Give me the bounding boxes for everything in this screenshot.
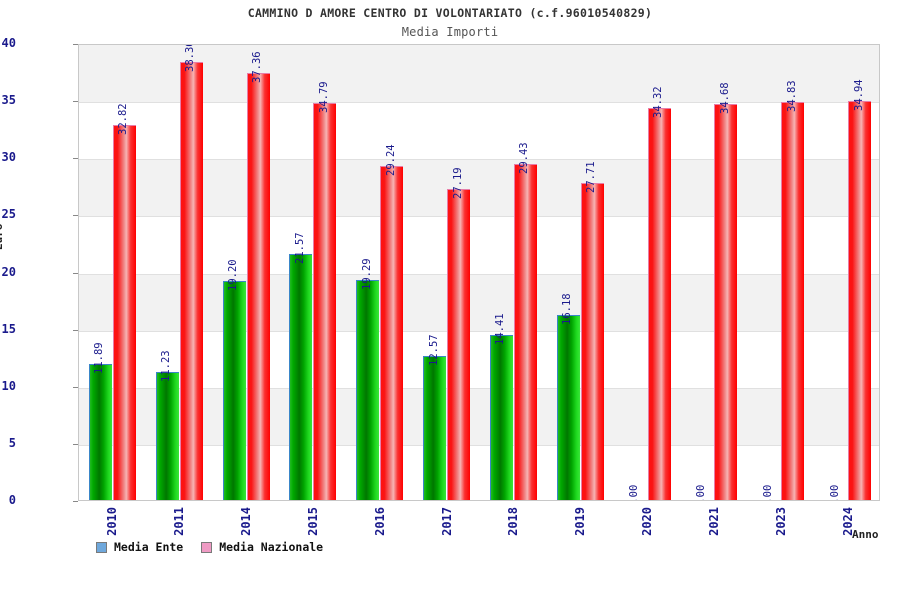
bar-media-nazionale-2019[interactable] [580,183,604,500]
legend-swatch-icon [201,541,213,553]
value-label: 37.36 [251,51,264,84]
value-label: 16.18 [561,293,574,326]
x-tick-label-2020: 2020 [640,507,655,536]
value-label: 27.19 [451,167,464,200]
x-tick-label-2016: 2016 [372,507,387,536]
y-tick-mark [73,386,78,388]
grid-line [79,330,879,332]
legend-label: Media Nazionale [219,540,324,554]
x-axis-label: Anno [852,528,879,541]
y-tick-label: 40 [1,36,16,50]
bar-media-nazionale-2014[interactable] [246,73,270,500]
bar-media-ente-2017[interactable] [423,356,447,500]
bar-media-ente-2014[interactable] [222,280,246,500]
grid-line [79,102,879,104]
y-tick-label: 30 [1,150,16,165]
x-tick-label-2014: 2014 [239,507,254,536]
value-label: 12.57 [427,334,440,367]
value-label: 11.23 [160,350,173,382]
chart-title: CAMMINO D AMORE CENTRO DI VOLONTARIATO (… [247,6,653,20]
chart-subtitle: Media Importi [401,25,499,39]
legend-label: Media Ente [114,540,184,554]
grid-line [79,444,879,446]
grid-line [79,387,879,389]
plot-band [79,159,879,217]
value-label: 27.71 [585,161,598,194]
legend-swatch-icon [96,541,107,553]
y-tick-mark [73,272,78,274]
value-label: 14.41 [494,313,507,346]
value-label: 34.79 [317,80,330,113]
y-tick-label: 15 [1,321,16,336]
grid-line [79,273,879,275]
x-tick-label-2019: 2019 [573,507,588,536]
value-label: 0.00 [628,484,641,501]
value-label: 19.20 [227,259,240,291]
bar-media-nazionale-2021[interactable] [714,103,738,500]
bar-media-ente-2010[interactable] [88,364,112,500]
y-tick-mark [73,215,78,217]
bar-media-nazionale-2010[interactable] [112,125,136,500]
plot-band [79,45,879,103]
bar-media-ente-2011[interactable] [155,371,179,500]
value-label: 34.68 [718,82,731,114]
legend-item-media-ente[interactable]: Media Ente [96,540,183,554]
value-label: 32.82 [117,103,130,136]
bar-media-nazionale-2017[interactable] [447,189,471,500]
y-axis-label: Euro [0,223,5,251]
value-label: 0.00 [694,484,707,501]
value-label: 0.00 [761,484,774,501]
x-tick-label-2023: 2023 [773,507,788,536]
legend-item-media-nazionale[interactable]: Media Nazionale [201,540,323,554]
bar-media-nazionale-2024[interactable] [848,100,872,500]
value-label: 21.57 [293,231,306,264]
bar-media-ente-2015[interactable] [289,253,313,500]
bar-media-ente-2018[interactable] [489,335,513,500]
bar-media-nazionale-2020[interactable] [647,107,671,500]
value-label: 19.29 [360,258,373,290]
y-tick-mark [73,443,78,445]
x-tick-label-2015: 2015 [305,507,320,536]
value-label: 34.83 [785,80,798,113]
plot-band [79,273,879,331]
value-label: 0.00 [828,484,841,501]
y-tick-label: 10 [1,378,16,393]
bar-media-ente-2019[interactable] [556,315,580,500]
y-tick-mark [73,158,78,160]
chart-legend: Media Ente Media Nazionale [96,540,323,554]
bar-media-nazionale-2015[interactable] [313,102,337,500]
bar-media-nazionale-2023[interactable] [781,102,805,500]
value-label: 29.24 [384,144,397,176]
x-tick-label-2021: 2021 [706,507,721,536]
x-tick-label-2018: 2018 [506,507,521,536]
y-tick-label: 35 [1,93,16,108]
y-tick-label: 25 [1,207,16,222]
value-label: 29.43 [518,142,531,174]
value-label: 38.30 [184,44,197,73]
plot-band [79,387,879,445]
y-tick-mark [73,501,78,502]
bar-media-nazionale-2018[interactable] [513,163,537,500]
grid-line [79,159,879,161]
x-tick-label-2010: 2010 [105,507,120,536]
x-tick-label-2011: 2011 [172,507,187,536]
y-tick-label: 0 [8,493,16,507]
value-label: 34.94 [852,79,865,111]
bar-media-nazionale-2016[interactable] [380,165,404,500]
bar-media-ente-2016[interactable] [356,279,380,500]
y-tick-label: 20 [1,264,16,279]
bar-media-nazionale-2011[interactable] [179,62,203,500]
y-tick-mark [73,101,78,103]
value-label: 11.89 [93,342,106,375]
x-tick-label-2017: 2017 [439,507,454,536]
value-label: 34.32 [652,86,665,118]
y-tick-mark [73,329,78,331]
plot-area: 11.89 32.82 11.23 38.30 19.20 37.36 21.57 34.79… [78,44,880,501]
y-tick-label: 5 [8,435,16,450]
grid-line [79,216,879,218]
y-tick-mark [73,44,78,45]
